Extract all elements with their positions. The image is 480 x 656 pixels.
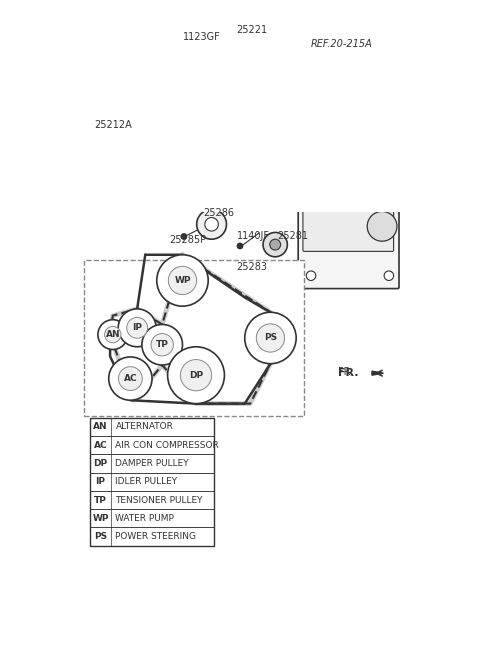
Circle shape (316, 113, 346, 143)
Text: 25286: 25286 (203, 208, 234, 218)
Circle shape (98, 319, 128, 350)
Text: IP: IP (96, 478, 106, 486)
Circle shape (105, 327, 121, 343)
Circle shape (333, 150, 371, 188)
Text: WP: WP (174, 276, 191, 285)
Text: AIR CON COMPRESSOR: AIR CON COMPRESSOR (116, 441, 219, 450)
Circle shape (119, 367, 142, 390)
Bar (90, 491, 214, 509)
Text: REF.20-215A: REF.20-215A (311, 39, 373, 49)
Text: AN: AN (93, 422, 108, 432)
Text: FR.: FR. (338, 368, 359, 378)
Circle shape (292, 60, 303, 72)
Text: 25281: 25281 (277, 232, 308, 241)
Text: WATER PUMP: WATER PUMP (116, 514, 174, 523)
Circle shape (316, 46, 346, 75)
Circle shape (360, 82, 384, 106)
Circle shape (151, 334, 173, 356)
Text: TENSIONER PULLEY: TENSIONER PULLEY (116, 495, 203, 504)
Text: 1140JF: 1140JF (237, 232, 270, 241)
Circle shape (324, 88, 338, 101)
Circle shape (324, 54, 338, 68)
FancyBboxPatch shape (84, 260, 304, 416)
Circle shape (384, 271, 394, 281)
Circle shape (306, 18, 316, 28)
Circle shape (344, 161, 360, 177)
Circle shape (109, 357, 152, 400)
Text: TP: TP (156, 340, 168, 349)
Circle shape (157, 255, 208, 306)
Circle shape (245, 312, 296, 363)
Bar (90, 527, 214, 546)
Circle shape (142, 325, 182, 365)
Text: DP: DP (189, 371, 203, 380)
Bar (90, 436, 214, 455)
Circle shape (256, 324, 285, 352)
Text: 25285P: 25285P (169, 235, 206, 245)
Circle shape (205, 218, 218, 231)
Circle shape (270, 239, 281, 250)
Circle shape (197, 209, 227, 239)
Circle shape (168, 266, 197, 295)
Circle shape (360, 49, 384, 73)
Text: DP: DP (94, 459, 108, 468)
Text: 25283: 25283 (237, 262, 268, 272)
Circle shape (367, 211, 397, 241)
Circle shape (247, 29, 276, 58)
Circle shape (384, 18, 394, 28)
Text: 25221: 25221 (237, 25, 268, 35)
Circle shape (316, 79, 346, 110)
FancyBboxPatch shape (303, 203, 394, 251)
Text: IDLER PULLEY: IDLER PULLEY (116, 478, 178, 486)
FancyBboxPatch shape (304, 140, 393, 198)
Text: FR.: FR. (338, 367, 353, 377)
Bar (90, 472, 214, 491)
Circle shape (181, 234, 187, 239)
Text: PS: PS (264, 333, 277, 342)
FancyBboxPatch shape (298, 9, 399, 289)
Text: POWER STEERING: POWER STEERING (116, 532, 196, 541)
Circle shape (180, 359, 212, 391)
Bar (90, 418, 214, 546)
Text: ALTERNATOR: ALTERNATOR (116, 422, 173, 432)
Text: AN: AN (106, 330, 120, 339)
Polygon shape (274, 47, 321, 84)
Circle shape (360, 116, 384, 140)
Text: TP: TP (94, 495, 107, 504)
Circle shape (288, 56, 308, 76)
Circle shape (127, 318, 147, 338)
Text: 1123GF: 1123GF (182, 32, 220, 42)
Circle shape (168, 347, 225, 403)
Text: AC: AC (123, 374, 137, 383)
Circle shape (192, 37, 197, 43)
Text: AC: AC (94, 441, 108, 450)
Bar (90, 455, 214, 472)
Text: DAMPER PULLEY: DAMPER PULLEY (116, 459, 189, 468)
Text: PS: PS (94, 532, 107, 541)
Circle shape (237, 243, 243, 249)
Circle shape (236, 18, 288, 70)
Circle shape (324, 121, 338, 135)
Text: WP: WP (92, 514, 109, 523)
Circle shape (118, 309, 156, 347)
Text: 25212A: 25212A (95, 120, 132, 130)
Bar (90, 418, 214, 436)
Polygon shape (372, 371, 384, 375)
Text: IP: IP (132, 323, 142, 333)
Circle shape (306, 271, 316, 281)
Bar (90, 509, 214, 527)
Circle shape (263, 232, 288, 256)
